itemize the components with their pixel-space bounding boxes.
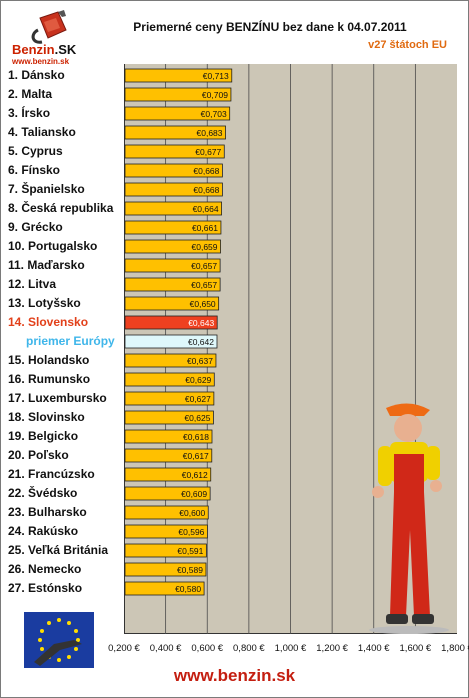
category-label: 8. Česká republika [8, 201, 114, 215]
category-label: 20. Poľsko [8, 448, 69, 462]
x-tick-label: 0,800 € [233, 643, 265, 654]
x-tick-label: 1,400 € [357, 643, 390, 654]
category-label: 19. Belgicko [8, 429, 79, 443]
category-label: 17. Luxembursko [8, 391, 107, 405]
category-label: 3. Írsko [8, 106, 51, 120]
category-label: 26. Nemecko [8, 562, 82, 576]
category-label: 4. Taliansko [8, 125, 76, 139]
category-label: 16. Rumunsko [8, 372, 91, 386]
category-label: 25. Veľká Británia [8, 543, 109, 557]
category-label: 13. Lotyšsko [8, 296, 81, 310]
category-label: 10. Portugalsko [8, 239, 98, 253]
category-label: priemer Európy [26, 334, 115, 348]
category-label: 1. Dánsko [8, 68, 65, 82]
footer-url: www.benzin.sk [173, 666, 296, 685]
category-label: 15. Holandsko [8, 353, 90, 367]
fuel-can-icon [31, 10, 67, 44]
chart-subtitle: v27 štátoch EU [368, 39, 447, 51]
category-label: 27. Estónsko [8, 581, 83, 595]
category-label: 21. Francúzsko [8, 467, 95, 481]
x-tick-label: 1,000 € [274, 643, 307, 654]
category-label: 11. Maďarsko [8, 258, 85, 272]
category-label: 22. Švédsko [8, 486, 78, 500]
category-label: 2. Malta [8, 87, 53, 101]
logo-url: www.benzin.sk [12, 57, 70, 66]
category-label: 23. Bulharsko [8, 505, 87, 519]
x-tick-label: 0,200 € [108, 643, 140, 654]
x-tick-label: 0,600 € [191, 643, 224, 654]
x-tick-label: 1,600 € [399, 643, 432, 654]
x-tick-label: 1,200 € [316, 643, 348, 654]
category-label: 9. Grécko [8, 220, 63, 234]
mechanic-mascot-image [369, 403, 449, 634]
category-label: 14. Slovensko [8, 315, 89, 329]
x-tick-label: 1,800 € [441, 643, 469, 654]
x-tick-label: 0,400 € [149, 643, 182, 654]
category-label: 7. Španielsko [8, 182, 85, 196]
category-label: 12. Litva [8, 277, 57, 291]
chart-title: Priemerné ceny BENZÍNU bez dane k 04.07.… [133, 20, 407, 34]
eu-flag-nozzle-image [24, 612, 94, 668]
category-label: 18. Slovinsko [8, 410, 85, 424]
category-label: 24. Rakúsko [8, 524, 79, 538]
category-label: 6. Fínsko [8, 163, 61, 177]
category-label: 5. Cyprus [8, 144, 63, 158]
logo-wordmark: Benzin.SK [12, 42, 77, 57]
